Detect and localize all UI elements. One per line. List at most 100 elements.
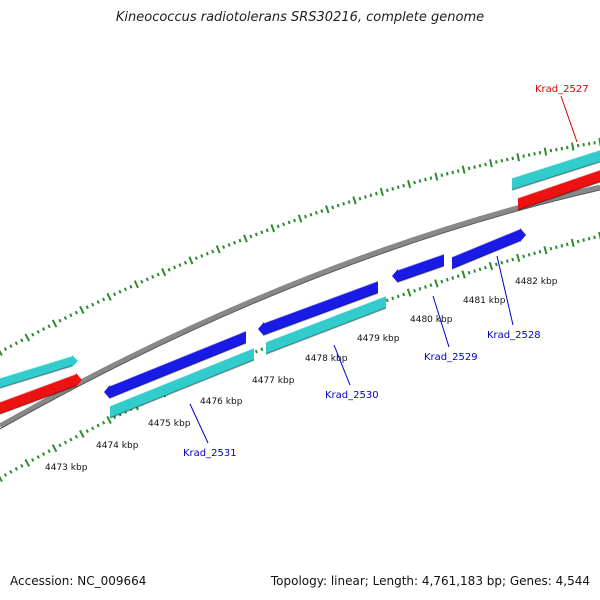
minor-tick: [473, 269, 476, 273]
major-tick: [243, 234, 248, 243]
minor-tick: [36, 455, 40, 459]
minor-tick: [342, 202, 346, 206]
major-tick: [188, 256, 194, 265]
minor-tick: [456, 169, 460, 173]
major-tick: [79, 429, 85, 438]
minor-tick: [593, 141, 596, 145]
minor-tick: [96, 300, 100, 304]
minor-tick: [58, 318, 62, 323]
minor-tick: [549, 148, 553, 153]
minor-tick: [36, 329, 40, 334]
minor-tick: [254, 349, 258, 354]
tick-label: 4477 kbp: [252, 376, 295, 386]
minor-tick: [587, 142, 591, 146]
major-tick: [0, 349, 3, 356]
minor-tick: [69, 437, 73, 442]
minor-tick: [91, 426, 95, 431]
minor-tick: [347, 200, 351, 204]
tick-label: 4478 kbp: [305, 354, 348, 364]
minor-tick: [118, 289, 122, 294]
minor-tick: [576, 239, 580, 244]
minor-tick: [549, 246, 553, 251]
minor-tick: [91, 302, 95, 307]
minor-tick: [41, 452, 46, 456]
major-tick: [461, 165, 466, 174]
minor-tick: [47, 324, 51, 329]
tick-label: 4476 kbp: [200, 397, 243, 407]
minor-tick: [500, 260, 504, 265]
minor-tick: [484, 162, 487, 167]
major-tick: [489, 159, 493, 168]
minor-tick: [440, 279, 444, 284]
minor-tick: [423, 285, 427, 289]
minor-tick: [222, 245, 226, 249]
minor-tick: [364, 195, 367, 199]
leader-line: [432, 295, 450, 348]
minor-tick: [467, 166, 471, 171]
minor-tick: [314, 211, 318, 215]
tick-label: 4475 kbp: [148, 419, 191, 429]
minor-tick: [522, 154, 525, 158]
minor-tick: [14, 467, 19, 471]
minor-tick: [402, 183, 406, 188]
minor-tick: [331, 205, 335, 210]
gene-cyan-lower-2: [265, 295, 387, 355]
tick-label: 4482 kbp: [515, 277, 558, 287]
inner-tick-track: [0, 231, 600, 482]
minor-tick: [194, 256, 198, 261]
major-tick: [297, 214, 303, 223]
major-tick: [434, 279, 439, 288]
minor-tick: [554, 245, 558, 250]
minor-tick: [527, 252, 531, 257]
minor-tick: [478, 163, 482, 168]
minor-tick: [369, 193, 373, 198]
minor-tick: [74, 434, 78, 439]
minor-tick: [129, 284, 133, 289]
minor-tick: [478, 267, 482, 272]
gene-label-krad-2530: Krad_2530: [325, 390, 379, 401]
gene-label-krad-2531: Krad_2531: [183, 448, 237, 459]
major-tick: [106, 292, 112, 301]
minor-tick: [42, 327, 46, 331]
minor-tick: [102, 420, 106, 425]
minor-tick: [533, 251, 536, 256]
tick-labels: 4473 kbp 4474 kbp 4475 kbp 4476 kbp 4477 kbp…: [45, 277, 558, 473]
minor-tick: [566, 145, 569, 150]
leader-line: [560, 95, 578, 143]
gene-krad2529-blue: [392, 253, 445, 283]
major-tick: [133, 280, 139, 289]
minor-tick: [385, 298, 389, 303]
minor-tick: [200, 254, 204, 258]
minor-tick: [402, 292, 406, 297]
minor-tick: [303, 214, 307, 219]
tick-label: 4474 kbp: [96, 441, 139, 451]
major-tick: [325, 205, 330, 214]
major-tick: [270, 224, 276, 233]
minor-tick: [456, 274, 460, 279]
minor-tick: [63, 440, 68, 445]
minor-tick: [522, 254, 526, 259]
minor-tick: [429, 176, 433, 180]
minor-tick: [260, 230, 264, 235]
minor-tick: [451, 170, 455, 175]
tick-label: 4473 kbp: [45, 463, 88, 473]
minor-tick: [123, 287, 128, 292]
minor-tick: [445, 172, 449, 176]
minor-tick: [227, 243, 231, 247]
gene-label-krad-2527: Krad_2527: [535, 84, 589, 95]
minor-tick: [505, 157, 509, 162]
minor-tick: [538, 249, 542, 254]
minor-tick: [20, 464, 24, 468]
minor-tick: [391, 186, 395, 191]
minor-tick: [560, 146, 564, 151]
gene-krad2528-blue: [451, 228, 526, 270]
major-tick: [106, 415, 112, 425]
gene-red-krad2527: [517, 169, 600, 211]
major-tick: [406, 288, 412, 297]
major-tick: [24, 458, 31, 467]
leader-line: [189, 403, 209, 444]
tick-label: 4479 kbp: [357, 334, 400, 344]
minor-tick: [74, 310, 78, 315]
minor-tick: [156, 272, 160, 277]
major-tick: [352, 196, 357, 205]
